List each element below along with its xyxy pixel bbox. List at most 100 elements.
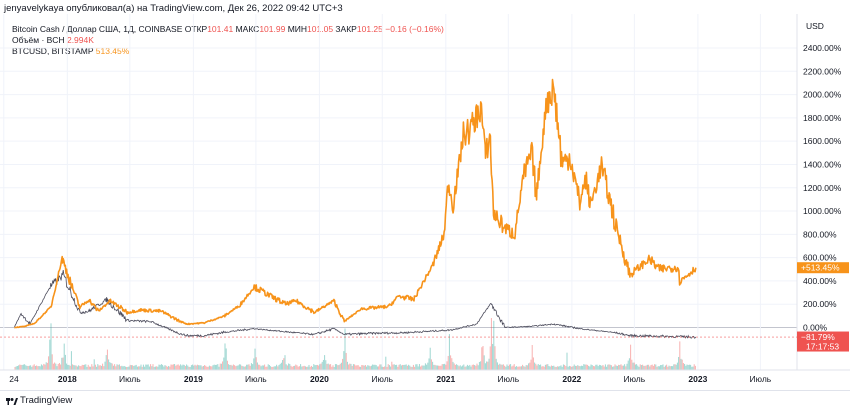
volume-bar xyxy=(476,363,478,370)
volume-bar xyxy=(644,365,646,370)
volume-bar xyxy=(416,364,418,370)
volume-bar xyxy=(49,339,51,370)
volume-bar xyxy=(472,364,474,370)
volume-bar xyxy=(16,366,18,370)
volume-bar xyxy=(554,366,556,370)
volume-bar xyxy=(207,366,209,370)
price-chart[interactable]: USD 2400.00% 2200.00% 2000.00% 1800.00% 1600.… xyxy=(0,14,850,390)
volume-bar xyxy=(39,366,41,370)
x-tick-label: Июль xyxy=(750,374,772,384)
volume-bar xyxy=(262,365,264,370)
y-axis[interactable]: USD 2400.00% 2200.00% 2000.00% 1800.00% 1600.… xyxy=(796,14,842,370)
volume-bar xyxy=(320,363,322,370)
volume-bar xyxy=(448,334,450,370)
volume-bar xyxy=(583,364,585,370)
volume-bar xyxy=(669,366,671,370)
volume-bar xyxy=(235,366,237,370)
volume-bar xyxy=(396,364,398,370)
volume-bar xyxy=(211,366,213,370)
volume-bar xyxy=(409,365,411,370)
legend-close-label: ЗАКР xyxy=(335,24,357,34)
volume-bar xyxy=(22,364,24,370)
volume-bar xyxy=(588,365,590,370)
legend-volume-row[interactable]: Объём · BCH 2.994K xyxy=(12,35,444,46)
volume-bar xyxy=(288,363,290,370)
volume-bar xyxy=(276,364,278,370)
volume-bar xyxy=(282,360,284,370)
volume-bar xyxy=(310,365,312,370)
tradingview-brand[interactable]: TradingView xyxy=(20,395,73,406)
volume-bar xyxy=(412,364,414,370)
volume-bar xyxy=(609,364,611,370)
volume-bar xyxy=(327,363,329,370)
volume-bar xyxy=(457,365,459,370)
volume-bar xyxy=(358,366,360,370)
volume-bar xyxy=(90,366,92,370)
volume-bar xyxy=(174,364,176,370)
volume-bar xyxy=(432,361,434,370)
volume-bar xyxy=(52,363,54,370)
volume-bar xyxy=(684,363,686,370)
volume-bar xyxy=(170,364,172,370)
volume-bar xyxy=(459,365,461,370)
volume-bar xyxy=(415,364,417,370)
volume-bar xyxy=(116,364,118,370)
volume-bar xyxy=(260,366,262,370)
volume-bar xyxy=(231,365,233,370)
volume-bar xyxy=(465,366,467,370)
volume-bar xyxy=(512,365,514,370)
volume-bar xyxy=(340,362,342,370)
volume-bar xyxy=(660,365,662,370)
volume-bar xyxy=(458,366,460,370)
volume-bar xyxy=(44,364,46,370)
volume-bar xyxy=(357,365,359,370)
price-badges: +513.45% −81.79%17:17:53 xyxy=(0,262,849,352)
volume-bar xyxy=(68,364,70,370)
y-tick-label: 2400.00% xyxy=(803,43,842,53)
volume-bar xyxy=(63,343,65,370)
volume-bar xyxy=(526,365,528,370)
volume-bar xyxy=(130,365,132,370)
volume-bar xyxy=(510,364,512,370)
volume-bar xyxy=(196,364,198,370)
volume-bar xyxy=(297,366,299,370)
volume-bar xyxy=(506,364,508,370)
volume-bar xyxy=(596,364,598,370)
volume-bar xyxy=(73,365,75,370)
volume-bar xyxy=(590,364,592,370)
volume-bar xyxy=(658,366,660,370)
volume-bar xyxy=(136,366,138,370)
volume-bar xyxy=(154,366,156,370)
volume-bar xyxy=(573,364,575,370)
volume-bar xyxy=(128,366,130,370)
volume-bar xyxy=(558,366,560,370)
volume-bar xyxy=(664,365,666,370)
publisher-caption: jenyavelykaya опубликовал(а) на TradingV… xyxy=(4,3,343,14)
legend-compare-row[interactable]: BTCUSD, BITSTAMP 513.45% xyxy=(12,46,444,57)
volume-bar xyxy=(194,364,196,370)
volume-bar xyxy=(594,366,596,370)
volume-bar xyxy=(256,362,258,370)
volume-bar xyxy=(326,363,328,370)
volume-bar xyxy=(261,365,263,370)
volume-bar xyxy=(376,366,378,370)
volume-bar xyxy=(25,365,27,370)
volume-bar xyxy=(180,364,182,370)
volume-bar xyxy=(403,364,405,370)
volume-bar xyxy=(349,363,351,370)
volume-bar xyxy=(199,365,201,370)
legend-main-row[interactable]: Bitcoin Cash / Доллар США, 1Д, COINBASE … xyxy=(12,24,444,35)
volume-bar xyxy=(208,365,210,370)
badge-value: −81.79% xyxy=(801,332,835,342)
volume-bar xyxy=(313,364,315,370)
volume-bar xyxy=(686,364,688,370)
volume-bar xyxy=(278,364,280,370)
x-tick-label: Июль xyxy=(371,374,393,384)
volume-bar xyxy=(92,366,94,370)
volume-bar xyxy=(108,359,110,370)
tradingview-logo-icon[interactable] xyxy=(6,396,18,406)
volume-bar xyxy=(103,366,105,370)
x-axis[interactable]: 24 2018 Июль 2019 Июль 2020 Июль 2021 Июль 2022 Ию… xyxy=(0,369,850,384)
volume-bar xyxy=(272,366,274,370)
volume-bar xyxy=(76,366,78,370)
